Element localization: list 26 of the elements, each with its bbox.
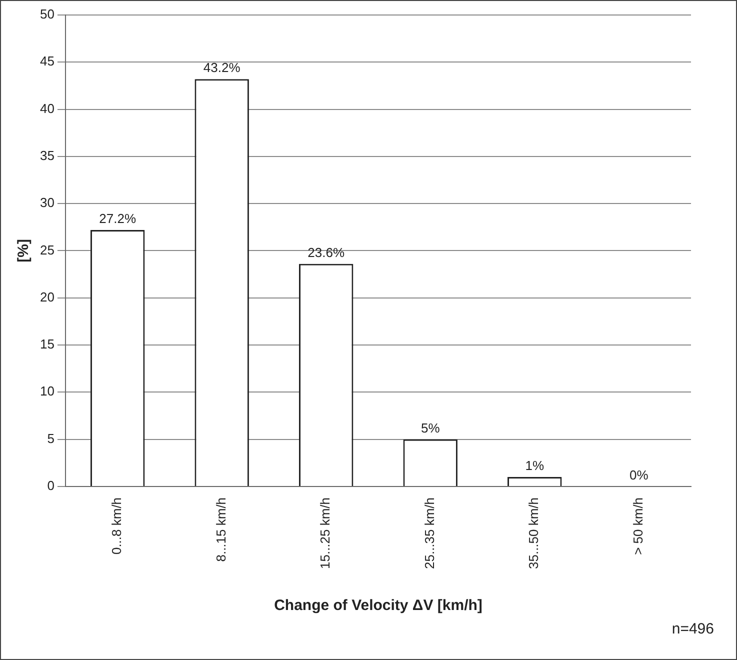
y-tick-label: 25	[40, 242, 54, 258]
y-tick-label: 15	[40, 336, 54, 352]
x-tick-label: 0...8 km/h	[109, 497, 124, 555]
y-tick-label: 30	[40, 195, 54, 210]
data-label: 1%	[525, 458, 544, 474]
data-label: 23.6%	[308, 245, 345, 260]
data-label: 43.2%	[203, 60, 241, 76]
y-tick-label: 0	[47, 478, 54, 494]
y-tick-label: 20	[40, 289, 54, 304]
x-tick-label: 25...35 km/h	[422, 497, 437, 570]
y-axis-title: [%]	[15, 239, 32, 262]
data-label: 27.2%	[99, 211, 136, 226]
text: n=496	[672, 620, 714, 638]
x-tick-label: 8...15 km/h	[213, 497, 228, 562]
x-tick-label: 15...25 km/h	[318, 497, 333, 570]
x-tick-label: 35...50 km/h	[526, 497, 542, 570]
x-axis-title: Change of Velocity ΔV [km/h]	[274, 597, 482, 614]
data-label: 5%	[420, 420, 440, 436]
y-tick-label: 5	[47, 430, 54, 446]
y-tick-label: 35	[40, 148, 54, 164]
y-tick-label: 45	[40, 54, 54, 69]
y-tick-label: 10	[40, 384, 54, 399]
data-label: 0%	[629, 468, 649, 483]
y-tick-label: 40	[40, 100, 54, 116]
y-tick-label: 50	[40, 6, 54, 22]
x-tick-label: > 50 km/h	[630, 497, 646, 555]
